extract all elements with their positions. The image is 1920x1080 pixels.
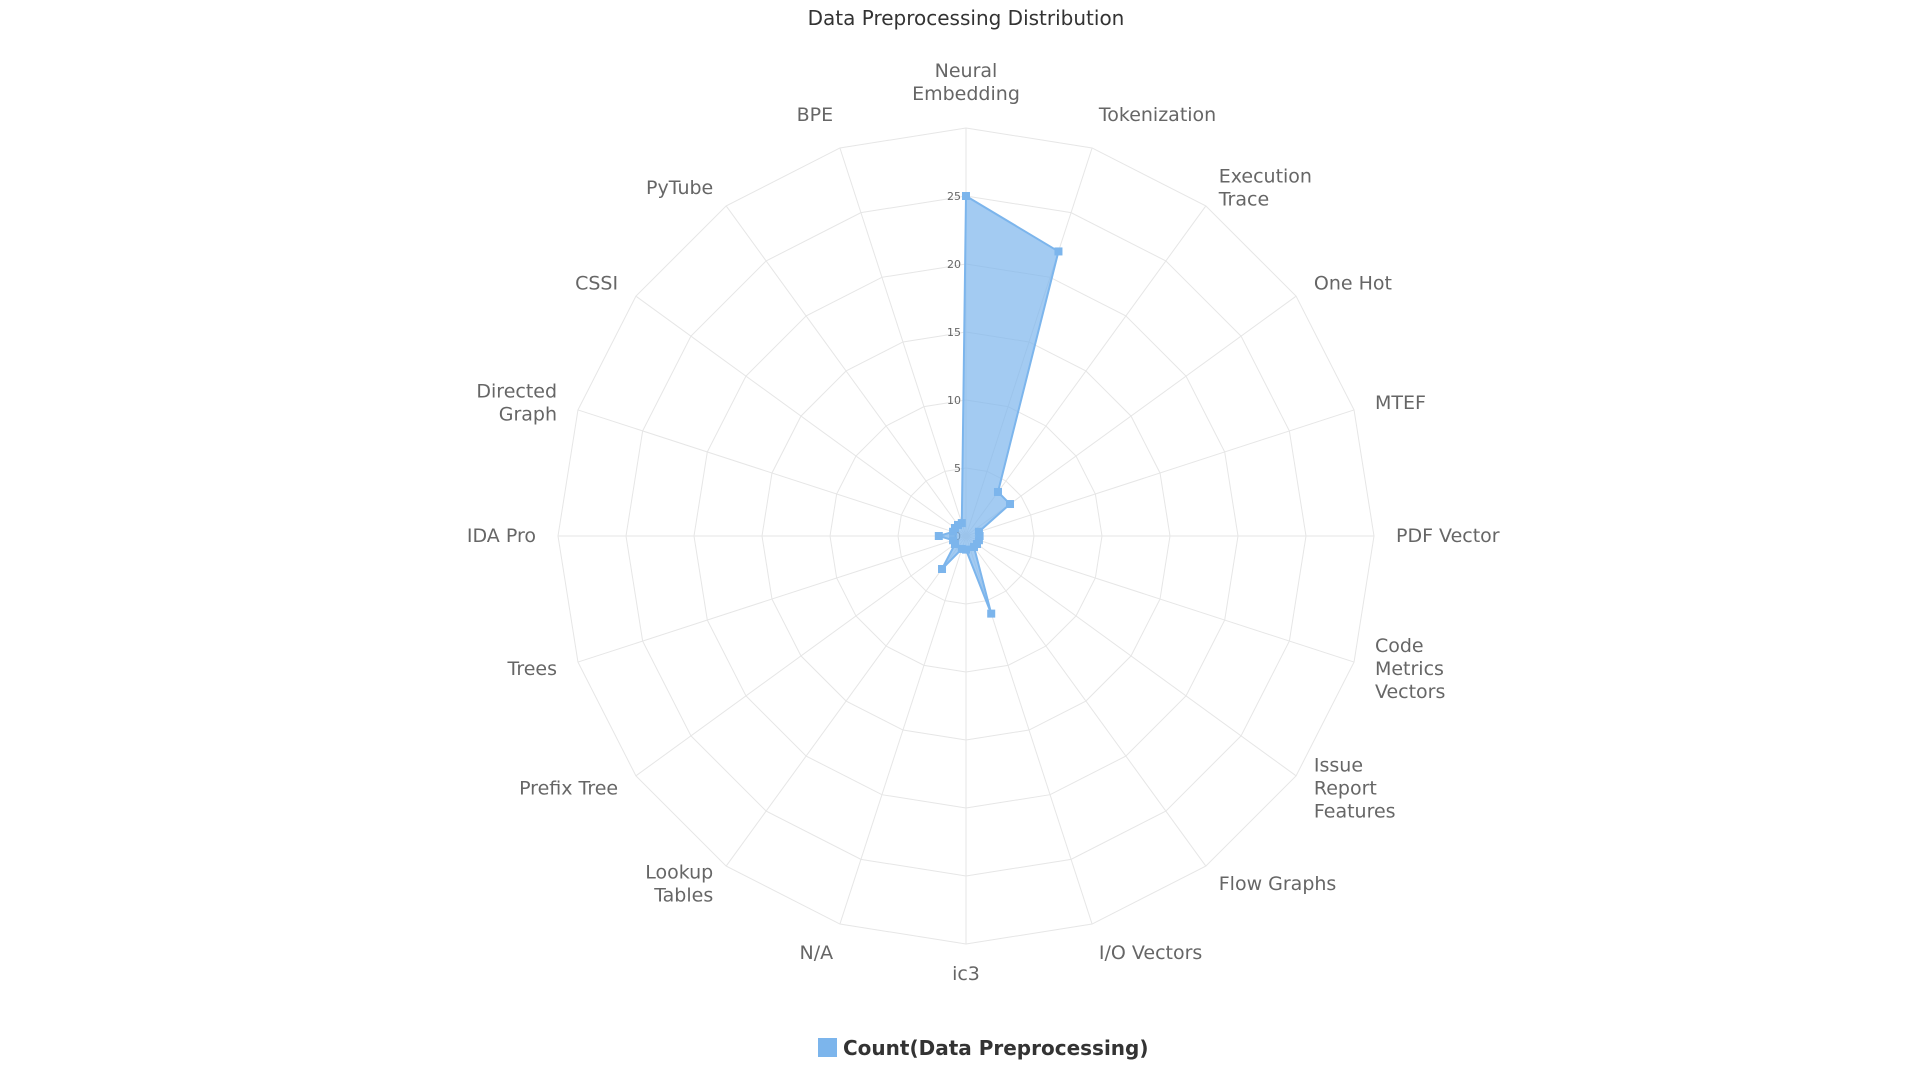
data-point-8[interactable]	[969, 543, 978, 552]
category-label: PDF Vector	[1396, 525, 1500, 547]
grid-spoke-12	[725, 535, 967, 867]
data-point-11[interactable]	[957, 544, 966, 553]
data-point-5[interactable]	[975, 532, 984, 540]
data-point-0[interactable]	[962, 192, 970, 200]
grid-spoke-16	[577, 409, 967, 537]
radial-tick-labels: 0510152025	[947, 190, 961, 543]
grid-spoke-13	[635, 535, 967, 777]
grid-spoke-17	[635, 295, 967, 537]
legend-swatch[interactable]	[818, 1038, 837, 1057]
category-label: Execution Trace	[1218, 166, 1312, 211]
category-label: Neural Embedding	[912, 60, 1020, 105]
category-labels: Neural Embedding Tokenization Execution Trac…	[467, 60, 1500, 985]
category-label: IDA Pro	[467, 525, 536, 547]
radial-tick-label: 5	[954, 462, 961, 475]
data-point-4[interactable]	[974, 527, 983, 536]
radial-tick-label: 10	[947, 394, 961, 407]
data-point-12[interactable]	[938, 565, 947, 574]
radial-tick-label: 15	[947, 326, 961, 339]
data-point-14[interactable]	[949, 536, 958, 545]
grid-spoke-4	[965, 409, 1355, 537]
category-label: Directed Graph	[476, 381, 557, 426]
grid-spoke-11	[839, 535, 967, 925]
category-label: One Hot	[1314, 272, 1392, 294]
category-label: Prefix Tree	[519, 778, 618, 800]
category-label: MTEF	[1375, 392, 1426, 414]
data-point-10[interactable]	[962, 545, 970, 554]
category-label: CSSI	[575, 272, 618, 294]
data-point-9[interactable]	[987, 609, 996, 618]
radial-tick-label: 20	[947, 258, 961, 271]
legend[interactable]: Count(Data Preprocessing)	[818, 1036, 1149, 1060]
category-label: Trees	[507, 658, 558, 680]
chart-title: Data Preprocessing Distribution	[808, 6, 1125, 30]
data-point-15[interactable]	[934, 532, 943, 540]
grid-spoke-19	[839, 147, 967, 537]
grid-spoke-6	[965, 535, 1355, 663]
grid-spoke-7	[965, 535, 1297, 777]
data-point-3[interactable]	[1006, 500, 1015, 509]
data-point-1[interactable]	[1054, 247, 1063, 256]
category-label: PyTube	[646, 177, 713, 199]
category-label: Code Metrics Vectors	[1375, 635, 1445, 703]
radial-tick-label: 25	[947, 190, 961, 203]
grid-spoke-18	[725, 205, 967, 537]
grid-spoke-14	[577, 535, 967, 663]
radar-grid	[557, 127, 1375, 945]
data-point-19[interactable]	[957, 519, 966, 528]
grid-spoke-3	[965, 295, 1297, 537]
category-label: ic3	[952, 963, 980, 985]
grid-spoke-2	[965, 205, 1207, 537]
category-label: Lookup Tables	[645, 861, 713, 906]
series-layer	[934, 192, 1063, 618]
category-label: BPE	[797, 104, 834, 126]
grid-spoke-8	[965, 535, 1207, 867]
category-label: N/A	[799, 942, 833, 964]
category-label: Issue Report Features	[1314, 755, 1396, 823]
category-label: Tokenization	[1098, 104, 1216, 126]
category-label: I/O Vectors	[1099, 942, 1202, 964]
category-label: Flow Graphs	[1219, 873, 1337, 895]
legend-label[interactable]: Count(Data Preprocessing)	[843, 1036, 1149, 1060]
data-point-2[interactable]	[993, 487, 1002, 496]
